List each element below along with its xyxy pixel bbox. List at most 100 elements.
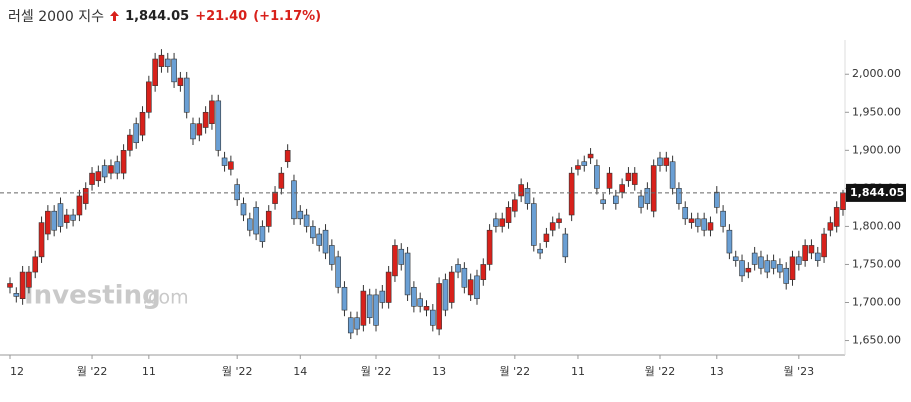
candle-body [101, 165, 108, 178]
y-tick-label: 1,750.00 [852, 257, 901, 270]
candle-body [297, 210, 304, 220]
candle-body [701, 218, 707, 231]
candle-body [524, 188, 531, 204]
candle-body [726, 229, 733, 254]
candle-body [833, 207, 840, 227]
candle-body [713, 191, 720, 208]
candle-body [474, 275, 480, 299]
candle-body [51, 210, 57, 231]
candle-body [499, 218, 506, 227]
candle-body [575, 165, 581, 170]
y-tick-label: 1,950.00 [852, 105, 901, 118]
candle-body [650, 165, 657, 212]
x-tick-label: 월 '22 [500, 365, 531, 378]
x-tick-label: 월 '22 [222, 365, 253, 378]
candle-body [720, 210, 726, 227]
candle-body [146, 81, 152, 113]
candle-body [562, 233, 569, 258]
candle-body [442, 279, 449, 311]
candle-body [606, 172, 613, 189]
candle-body [770, 260, 777, 269]
candle-body [190, 123, 196, 140]
last-price-box [846, 183, 906, 202]
candle-body [808, 245, 815, 254]
candle-body [70, 214, 76, 221]
candle-body [19, 271, 26, 299]
candle-body [278, 172, 285, 189]
x-tick-label: 14 [293, 365, 307, 378]
candle-body [95, 171, 102, 182]
y-tick-label: 1,650.00 [852, 334, 901, 347]
up-arrow [110, 11, 120, 21]
candle-body [265, 210, 272, 227]
candle-body [221, 157, 228, 166]
candle-body [796, 256, 802, 265]
candle-body [669, 161, 676, 189]
candle-body [411, 286, 417, 307]
candle-body [347, 317, 354, 334]
candle-body [543, 233, 550, 242]
candle-body [379, 290, 386, 303]
candle-body [821, 233, 827, 258]
candle-body [751, 252, 758, 265]
candle-body [89, 172, 95, 185]
candle-body [676, 188, 682, 204]
candle-body [209, 100, 215, 124]
candle-body [234, 184, 240, 201]
x-tick-label: 월 '22 [645, 365, 676, 378]
candle-body [247, 218, 253, 231]
candle-body [139, 111, 146, 136]
last-price: 1,844.05 [125, 8, 190, 24]
candle-body [613, 195, 619, 204]
y-tick-label: 1,900.00 [852, 143, 901, 156]
candle-body [657, 157, 663, 166]
candle-body [530, 203, 537, 246]
candle-body [581, 161, 588, 166]
candle-body [202, 111, 209, 128]
candle-body [423, 306, 430, 311]
x-tick-label: 월 '22 [77, 365, 108, 378]
candle-body [461, 267, 468, 288]
candle-body [215, 100, 222, 151]
candle-body [164, 58, 171, 67]
candle-body [354, 317, 360, 330]
change: +21.40 [195, 8, 248, 24]
candle-body [32, 256, 39, 273]
candle-body [783, 267, 790, 284]
watermark-suffix: .com [142, 287, 189, 309]
candle-body [385, 271, 392, 303]
candle-body [739, 260, 745, 277]
candle-body [625, 172, 632, 182]
candle-body [310, 226, 316, 239]
candle-body [758, 256, 764, 269]
candle-body [240, 203, 247, 216]
candle-body [663, 157, 670, 166]
candle-body [417, 298, 423, 307]
candle-body [789, 256, 796, 280]
candle-body [13, 293, 20, 297]
candle-body [108, 165, 114, 174]
candle-body [335, 256, 341, 288]
candle-body [152, 58, 158, 86]
candle-body [373, 294, 379, 326]
candle-body [512, 199, 518, 212]
candle-body [76, 195, 83, 216]
candle-body [594, 165, 600, 189]
candle-body [638, 195, 644, 208]
y-tick-label: 2,000.00 [852, 67, 901, 80]
candle-body [341, 286, 348, 311]
candle-body [695, 218, 701, 227]
title: 러셀 2000 지수 [8, 9, 105, 25]
candle-body [486, 229, 493, 265]
candle-body [329, 245, 335, 265]
candle-body [322, 229, 329, 254]
change-pct: (+1.17%) [253, 8, 322, 24]
last-price-label: 1,844.05 [850, 186, 904, 199]
candle-body [802, 245, 808, 261]
x-tick-label: 12 [10, 365, 24, 378]
x-tick-label: 11 [571, 365, 585, 378]
candle-body [745, 267, 752, 273]
x-tick-label: 13 [432, 365, 446, 378]
